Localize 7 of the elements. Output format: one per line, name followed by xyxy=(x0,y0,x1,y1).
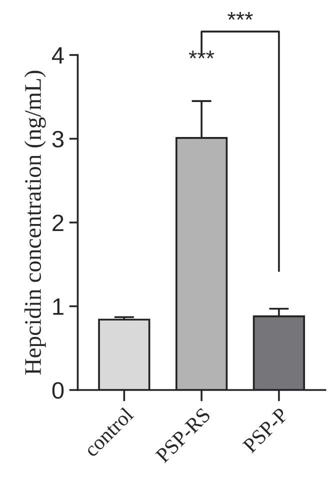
y-tick-label: 3 xyxy=(52,130,64,148)
y-axis-title: Hepcidin concentration (ng/mL) xyxy=(24,70,46,375)
y-tick-label: 2 xyxy=(52,214,64,232)
y-tick-label: 0 xyxy=(52,382,64,399)
y-tick-label: 1 xyxy=(53,298,64,315)
y-tick-label: 4 xyxy=(52,47,64,64)
text: *** xyxy=(228,12,253,20)
